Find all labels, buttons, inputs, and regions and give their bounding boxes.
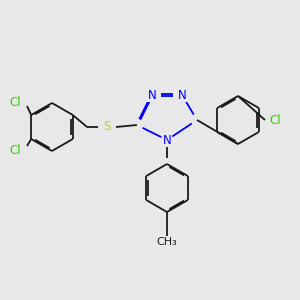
Text: Cl: Cl — [269, 113, 281, 127]
Text: N: N — [148, 88, 156, 101]
Text: CH₃: CH₃ — [157, 237, 177, 247]
Text: Cl: Cl — [9, 143, 21, 157]
Text: N: N — [178, 88, 186, 101]
Text: N: N — [163, 134, 171, 146]
Text: Cl: Cl — [9, 95, 21, 109]
Text: S: S — [103, 121, 111, 134]
